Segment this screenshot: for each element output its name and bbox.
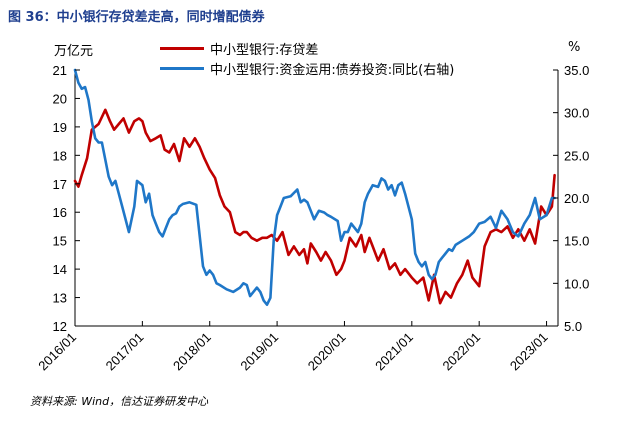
- legend-blue-line-swatch: [160, 66, 204, 70]
- y-left-tick-label: 14: [53, 262, 67, 277]
- chart-series: [73, 68, 556, 307]
- x-tick-label: 2018/01: [170, 330, 214, 374]
- y-left-tick-label: 16: [53, 205, 67, 220]
- legend-item-bond-investment: 中小型银行:资金运用:债券投资:同比(右轴): [160, 58, 454, 78]
- x-tick-label: 2023/01: [507, 330, 551, 374]
- source-note: 资料来源: Wind，信达证券研发中心: [30, 395, 209, 408]
- legend-item-deposit-loan-gap: 中小型银行:存贷差: [160, 38, 454, 58]
- y-left-tick-label: 20: [53, 91, 67, 106]
- legend-label: 中小型银行:存贷差: [210, 42, 319, 58]
- y-left-tick-label: 12: [53, 319, 67, 334]
- y-left-tick-label: 19: [53, 120, 67, 135]
- y-right-tick-label: 30.0: [564, 106, 589, 121]
- y-right-tick-label: 10.0: [564, 276, 589, 291]
- y-left-tick-label: 18: [53, 148, 67, 163]
- y-right-tick-label: 25.0: [564, 148, 589, 163]
- x-tick-label: 2017/01: [103, 330, 147, 374]
- y-left-tick-label: 13: [53, 291, 67, 306]
- series-line-bond-investment-yoy: [73, 68, 556, 307]
- legend-red-line-swatch: [160, 46, 204, 50]
- y-left-tick-label: 21: [53, 63, 67, 78]
- x-tick-label: 2019/01: [237, 330, 281, 374]
- y-left-tick-label: 17: [53, 177, 67, 192]
- y-right-tick-label: 5.0: [564, 319, 582, 334]
- chart-legend: 中小型银行:存贷差 中小型银行:资金运用:债券投资:同比(右轴): [160, 38, 454, 78]
- y-axis-right-unit: %: [568, 40, 581, 55]
- legend-label: 中小型银行:资金运用:债券投资:同比(右轴): [210, 62, 455, 78]
- y-axis-left-unit: 万亿元: [54, 44, 94, 59]
- x-tick-label: 2021/01: [372, 330, 416, 374]
- figure-title: 图 36：中小银行存贷差走高，同时增配债券: [8, 10, 265, 25]
- y-left-tick-label: 15: [53, 234, 67, 249]
- series-line-deposit-loan-gap: [73, 108, 556, 305]
- x-tick-label: 2020/01: [305, 330, 349, 374]
- x-tick-label: 2016/01: [35, 330, 79, 374]
- y-right-tick-label: 20.0: [564, 191, 589, 206]
- y-right-tick-label: 15.0: [564, 234, 589, 249]
- x-tick-label: 2022/01: [439, 330, 483, 374]
- y-right-tick-label: 35.0: [564, 63, 589, 78]
